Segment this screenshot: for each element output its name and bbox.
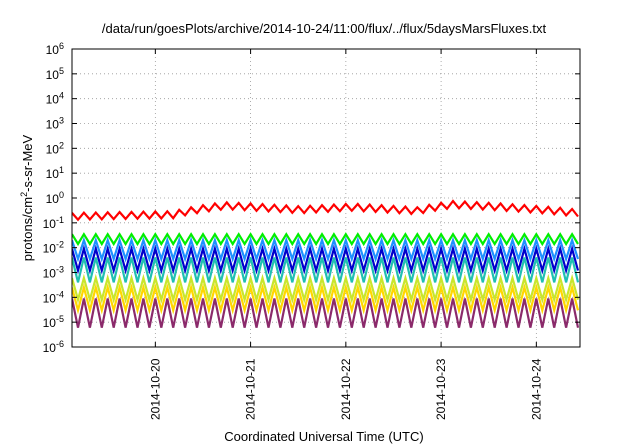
series-group bbox=[72, 199, 580, 328]
y-tick-label: 106 bbox=[46, 41, 64, 57]
x-axis-label: Coordinated Universal Time (UTC) bbox=[224, 429, 423, 444]
y-tick-exponent: 0 bbox=[59, 190, 64, 200]
series-line-6 bbox=[72, 273, 580, 304]
series-line-7 bbox=[72, 283, 580, 315]
series-line-3 bbox=[72, 236, 580, 263]
y-tick-exponent: 4 bbox=[59, 91, 64, 101]
y-tick-label: 105 bbox=[46, 66, 64, 82]
chart-title: /data/run/goesPlots/archive/2014-10-24/1… bbox=[102, 21, 547, 36]
x-axis: 2014-10-20 2014-10-21 2014-10-22 2014-10-23… bbox=[148, 49, 543, 420]
x-tick-label: 2014-10-21 bbox=[244, 358, 258, 420]
y-tick-label: 101 bbox=[46, 165, 64, 181]
y-tick-base: 10 bbox=[46, 167, 60, 181]
series-line-5 bbox=[72, 257, 580, 283]
y-tick-exponent: -1 bbox=[56, 215, 64, 225]
y-tick-label: 10-4 bbox=[43, 289, 64, 305]
series-line-2 bbox=[72, 232, 579, 247]
y-tick-exponent: 2 bbox=[59, 140, 64, 150]
y-tick-exponent: -3 bbox=[56, 265, 64, 275]
y-tick-exponent: 5 bbox=[59, 66, 64, 76]
y-tick-exponent: -4 bbox=[56, 289, 64, 299]
series-line-1 bbox=[72, 199, 579, 222]
y-axis-label: protons/cm2-s-sr-MeV bbox=[19, 134, 35, 261]
y-tick-label: 10-5 bbox=[43, 314, 64, 330]
y-tick-exponent: 6 bbox=[59, 41, 64, 51]
y-tick-base: 10 bbox=[46, 93, 60, 107]
series-line-4 bbox=[72, 244, 580, 275]
y-tick-label: 102 bbox=[46, 140, 64, 156]
y-tick-base: 10 bbox=[46, 68, 60, 82]
y-tick-exponent: 3 bbox=[59, 116, 64, 126]
y-tick-label: 104 bbox=[46, 91, 64, 107]
y-tick-base: 10 bbox=[46, 142, 60, 156]
series-line-8 bbox=[72, 298, 580, 328]
y-tick-label: 10-3 bbox=[43, 265, 64, 281]
y-tick-base: 10 bbox=[43, 291, 57, 305]
y-axis: 10610510410310210110010-110-210-310-410-… bbox=[43, 41, 580, 355]
y-tick-exponent: 1 bbox=[59, 165, 64, 175]
y-tick-label: 103 bbox=[46, 116, 64, 132]
y-tick-exponent: -2 bbox=[56, 240, 64, 250]
y-tick-base: 10 bbox=[46, 43, 60, 57]
x-tick-label: 2014-10-22 bbox=[339, 358, 353, 420]
y-tick-label: 10-6 bbox=[43, 339, 64, 355]
x-tick-label: 2014-10-20 bbox=[148, 358, 162, 420]
y-tick-base: 10 bbox=[46, 192, 60, 206]
y-axis-label-sup: 2 bbox=[19, 192, 29, 197]
y-tick-exponent: -6 bbox=[56, 339, 64, 349]
x-tick-label: 2014-10-24 bbox=[529, 358, 543, 420]
y-tick-label: 100 bbox=[46, 190, 64, 206]
x-tick-label: 2014-10-23 bbox=[434, 358, 448, 420]
y-tick-base: 10 bbox=[43, 217, 57, 231]
y-tick-exponent: -5 bbox=[56, 314, 64, 324]
y-tick-base: 10 bbox=[43, 316, 57, 330]
y-tick-base: 10 bbox=[43, 341, 57, 355]
y-tick-base: 10 bbox=[43, 267, 57, 281]
y-tick-label: 10-1 bbox=[43, 215, 64, 231]
y-tick-label: 10-2 bbox=[43, 240, 64, 256]
y-tick-base: 10 bbox=[46, 118, 60, 132]
y-axis-label-suffix: -s-sr-MeV bbox=[20, 134, 35, 191]
y-tick-base: 10 bbox=[43, 242, 57, 256]
y-axis-label-prefix: protons/cm bbox=[20, 197, 35, 261]
